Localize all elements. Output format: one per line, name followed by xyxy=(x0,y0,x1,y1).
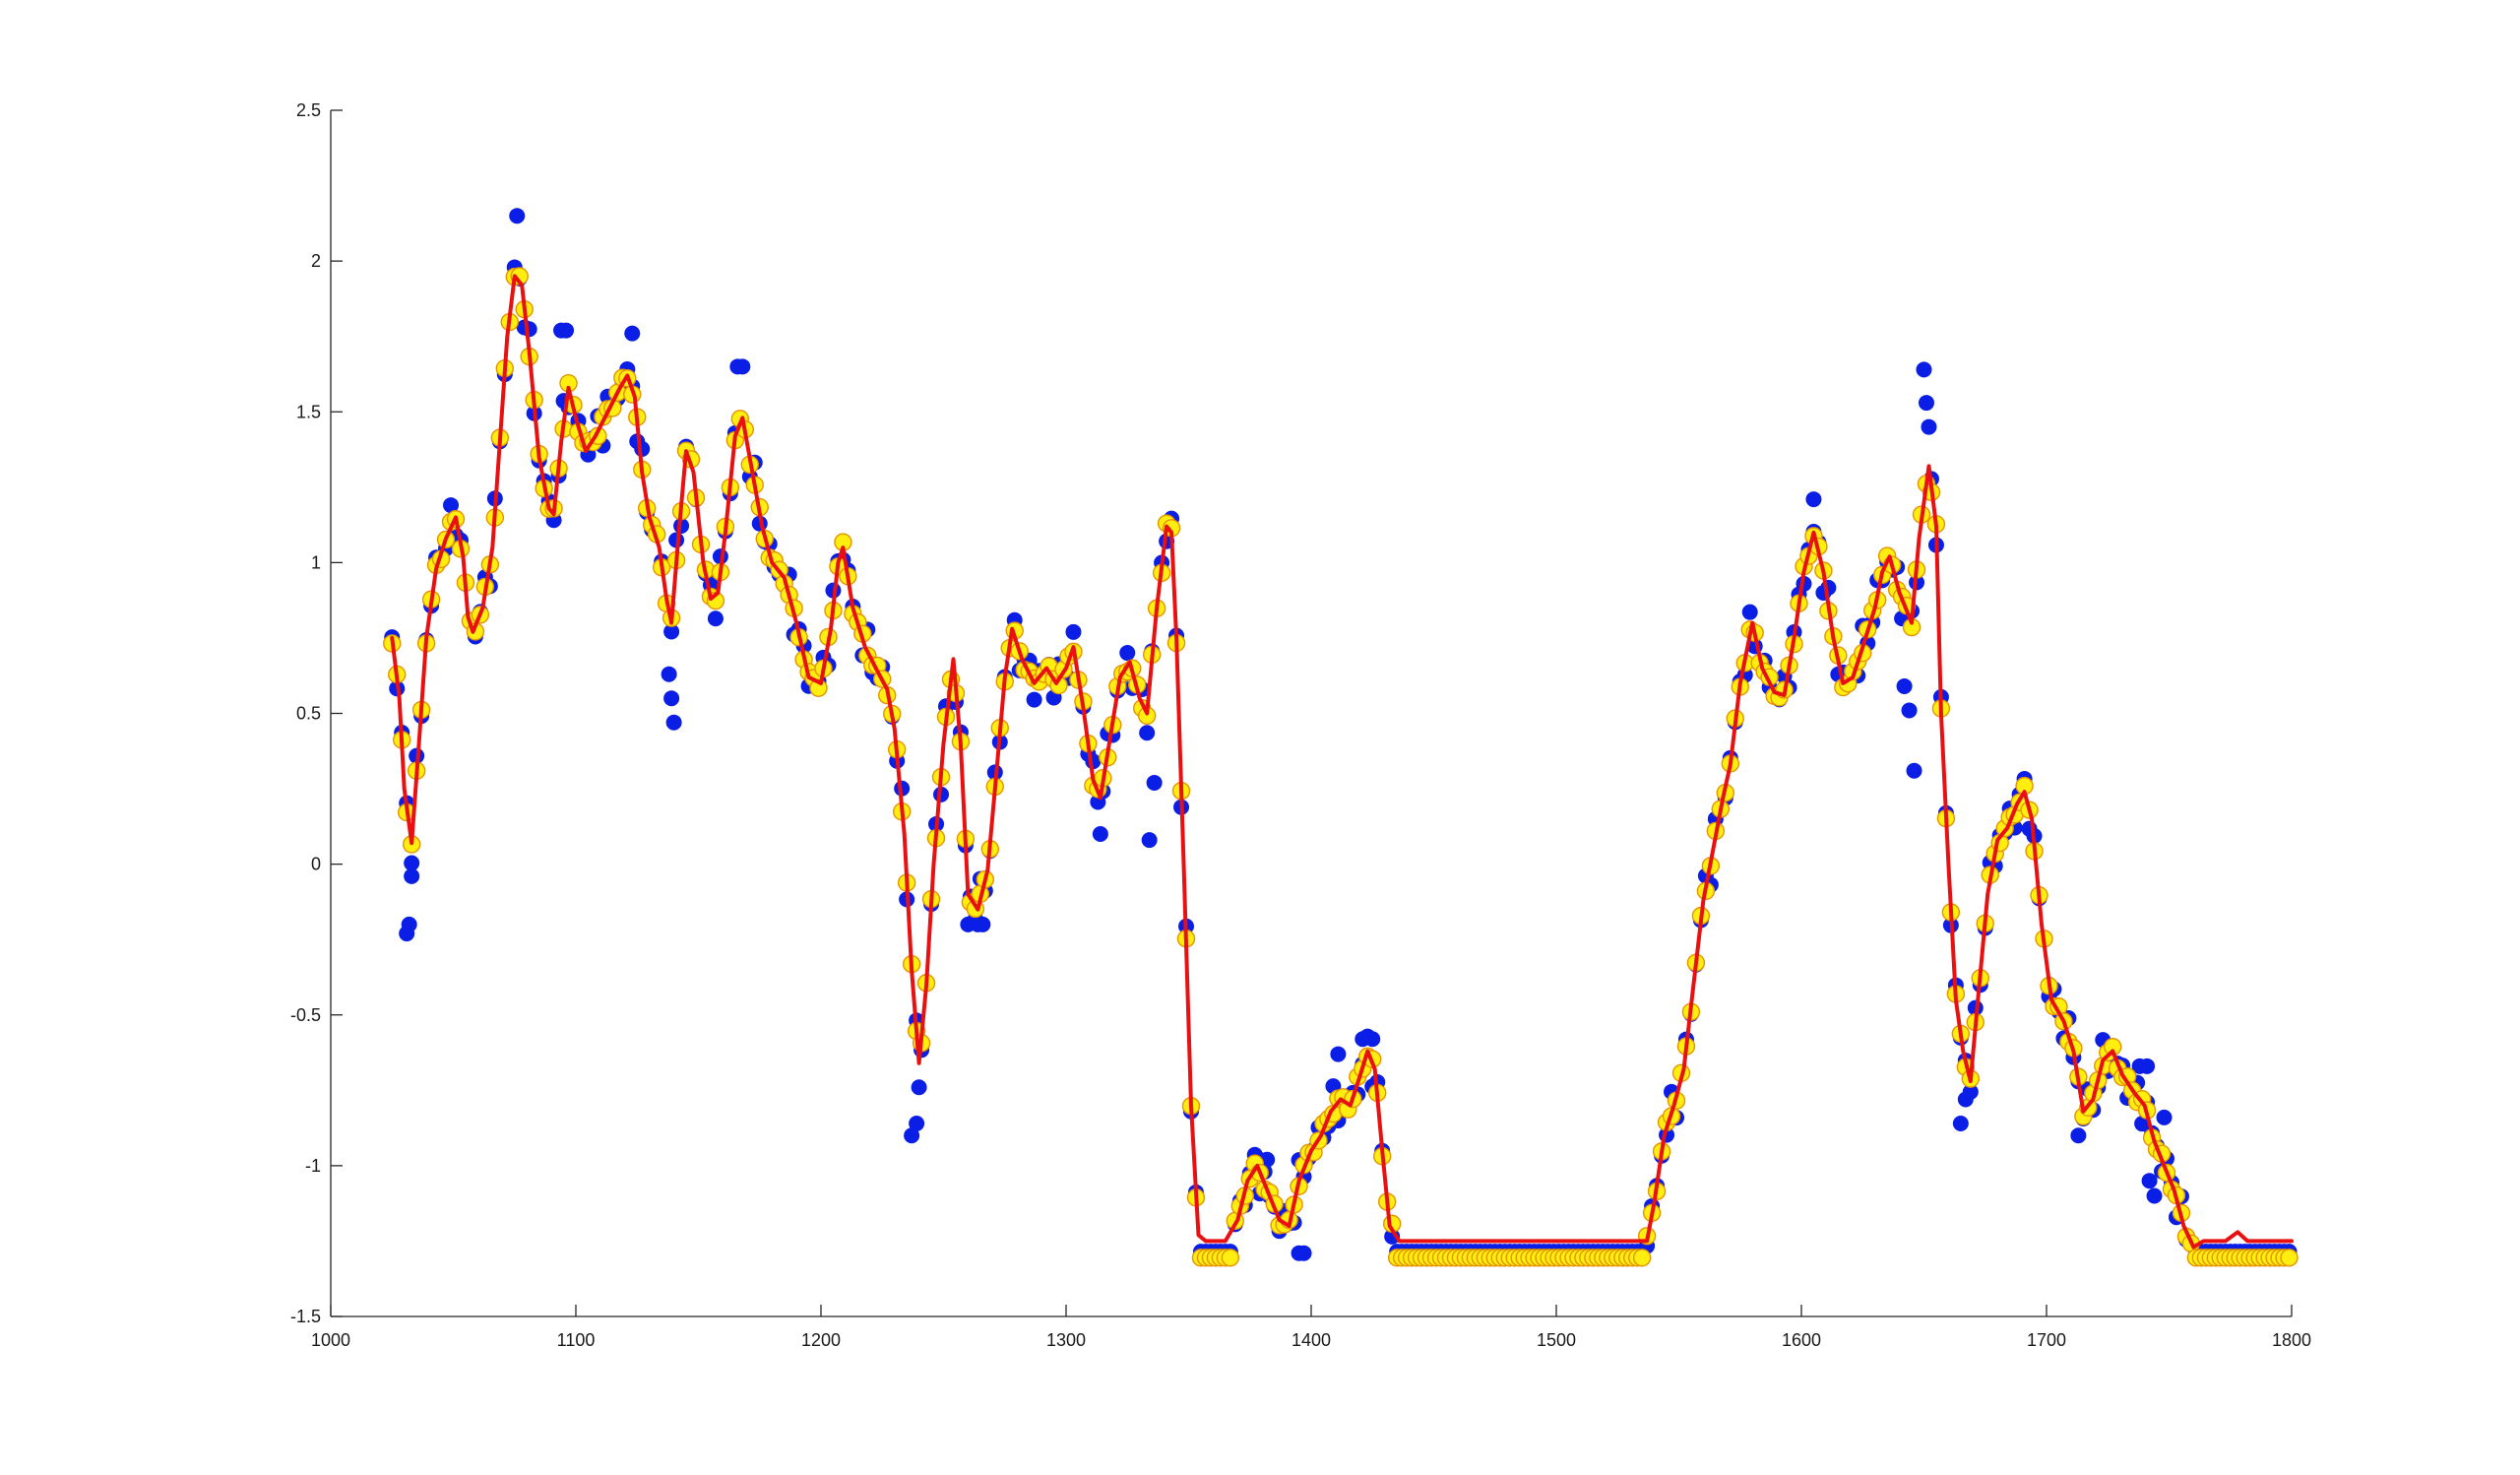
x-tick-label: 1800 xyxy=(2272,1330,2311,1350)
x-tick-label: 1400 xyxy=(1292,1330,1331,1350)
raw-point xyxy=(663,690,680,707)
x-tick-label: 1200 xyxy=(801,1330,841,1350)
raw-point xyxy=(1141,832,1158,849)
raw-point xyxy=(404,867,420,884)
raw-point xyxy=(1092,826,1108,842)
raw-point xyxy=(401,916,417,932)
raw-point xyxy=(1957,1091,1974,1108)
raw-point xyxy=(1906,762,1922,779)
x-tick-label: 1300 xyxy=(1046,1330,1086,1350)
raw-point xyxy=(2146,1187,2163,1204)
raw-point xyxy=(1119,645,1136,662)
raw-point xyxy=(1901,702,1918,719)
y-tick-label: 1.5 xyxy=(296,402,321,421)
filtered-point xyxy=(2280,1249,2299,1267)
raw-point xyxy=(1026,691,1042,708)
raw-point xyxy=(1364,1031,1381,1048)
raw-point xyxy=(1918,395,1934,412)
raw-point xyxy=(1916,361,1932,378)
x-tick-label: 1000 xyxy=(311,1330,350,1350)
x-tick-label: 1600 xyxy=(1782,1330,1821,1350)
raw-point xyxy=(404,855,420,871)
raw-point xyxy=(909,1116,925,1131)
raw-point xyxy=(2156,1109,2173,1125)
raw-point xyxy=(1921,418,1937,435)
raw-point xyxy=(509,208,526,224)
raw-point xyxy=(1330,1046,1347,1062)
raw-point xyxy=(707,610,724,627)
raw-point xyxy=(624,325,641,342)
raw-point xyxy=(2141,1173,2158,1189)
raw-point xyxy=(1065,623,1082,640)
y-tick-label: 1 xyxy=(311,552,321,572)
raw-point xyxy=(734,358,751,375)
raw-point xyxy=(1741,604,1758,620)
raw-point xyxy=(1896,677,1913,694)
y-tick-label: -1 xyxy=(305,1156,321,1176)
x-tick-label: 1500 xyxy=(1537,1330,1576,1350)
y-tick-label: 0.5 xyxy=(296,704,321,724)
raw-point xyxy=(1952,1116,1969,1131)
filtered-point xyxy=(1632,1249,1652,1267)
x-tick-label: 1100 xyxy=(557,1330,596,1350)
raw-point xyxy=(665,714,682,731)
y-tick-label: -0.5 xyxy=(290,1005,321,1025)
x-tick-label: 1700 xyxy=(2027,1330,2066,1350)
filtered-point xyxy=(1221,1249,1240,1267)
y-tick-label: 0 xyxy=(311,855,321,874)
y-tick-label: 2.5 xyxy=(296,100,321,120)
raw-point xyxy=(1805,491,1822,508)
raw-point xyxy=(1146,774,1163,791)
raw-point xyxy=(911,1079,927,1096)
smooth-series xyxy=(390,274,2294,1250)
raw-point xyxy=(661,666,677,682)
raw-point xyxy=(2139,1058,2156,1074)
y-tick-label: 2 xyxy=(311,251,321,271)
smooth-line xyxy=(390,274,2294,1250)
raw-point xyxy=(975,916,991,932)
y-tick-label: -1.5 xyxy=(290,1307,321,1326)
raw-point xyxy=(558,322,575,339)
raw-point xyxy=(1295,1245,1312,1261)
raw-point xyxy=(2070,1127,2087,1144)
raw-point xyxy=(1139,725,1156,741)
axes: 1000 1100 1200 1300 1400 1500 1600 1700 1800 -1.5… xyxy=(290,100,2311,1350)
